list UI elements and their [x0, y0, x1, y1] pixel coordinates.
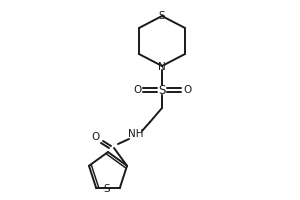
Text: NH: NH — [128, 129, 144, 139]
Text: S: S — [104, 184, 110, 194]
Text: N: N — [158, 62, 166, 72]
Text: O: O — [91, 132, 99, 142]
Text: S: S — [159, 11, 165, 21]
Text: S: S — [158, 84, 166, 97]
Text: O: O — [183, 85, 191, 95]
Text: O: O — [133, 85, 141, 95]
